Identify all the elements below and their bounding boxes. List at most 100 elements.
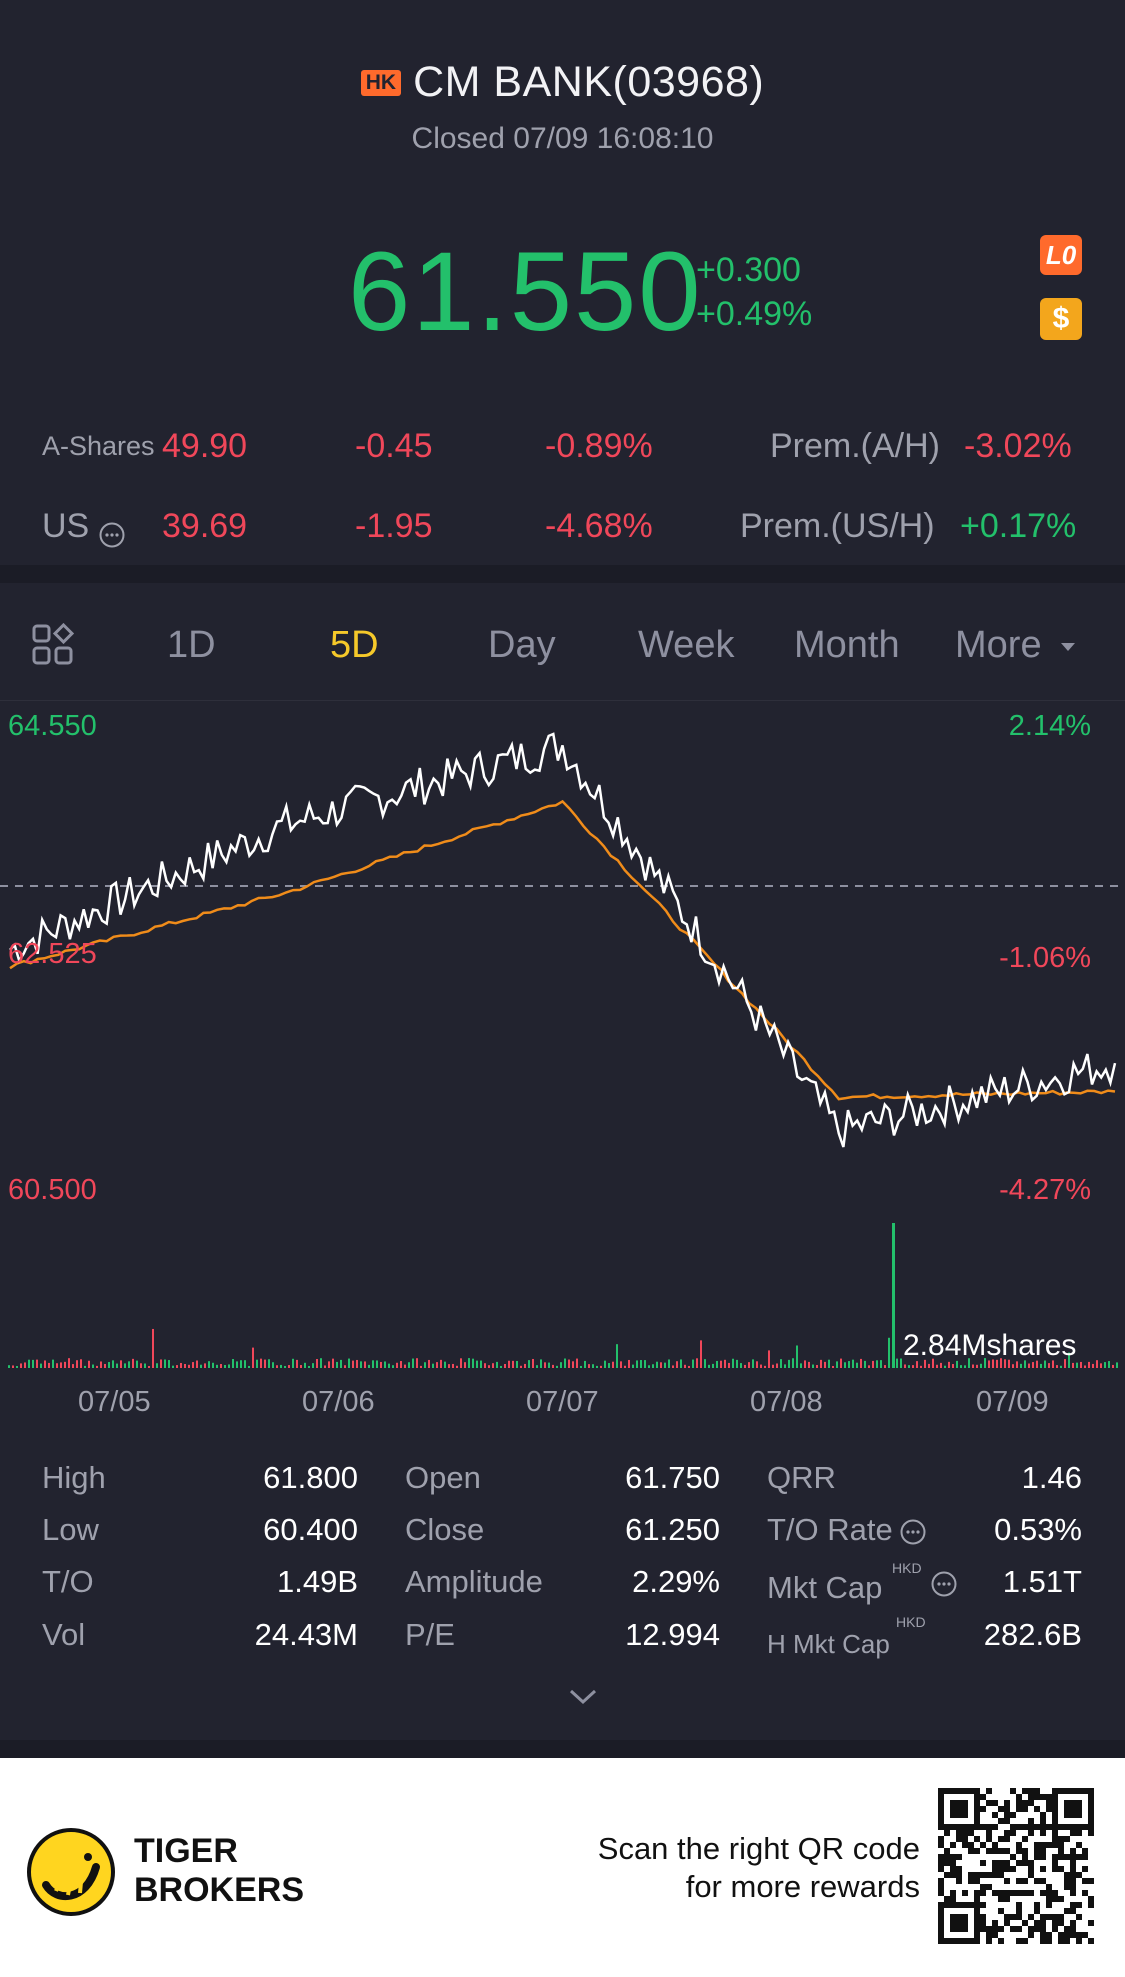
more-info-icon[interactable]	[98, 513, 126, 563]
header-title-row: HK CM BANK(03968)	[0, 58, 1125, 107]
volume-bar	[328, 1361, 330, 1368]
pct-axis-low: -4.27%	[999, 1174, 1091, 1206]
volume-bar	[748, 1362, 750, 1368]
volume-bar	[24, 1362, 26, 1368]
volume-bar	[500, 1365, 502, 1368]
volume-bar	[420, 1365, 422, 1368]
us-change: -1.95	[355, 507, 433, 545]
tab-more-label: More	[955, 624, 1042, 666]
stat-high-value: 61.800	[263, 1460, 358, 1495]
mkt-cap-info-icon[interactable]	[930, 1568, 958, 1608]
tab-day[interactable]: Day	[488, 624, 556, 666]
volume-bar	[828, 1359, 830, 1368]
volume-bar	[148, 1365, 150, 1368]
us-row[interactable]: US 39.69 -1.95 -4.68% Prem.(US/H) +0.17%	[0, 501, 1125, 551]
expand-chevron-icon[interactable]	[566, 1686, 600, 1713]
volume-bar	[732, 1358, 734, 1368]
volume-bar	[516, 1360, 518, 1368]
volume-bar	[1088, 1361, 1090, 1368]
volume-bar	[976, 1364, 978, 1368]
tab-week[interactable]: Week	[638, 624, 735, 666]
volume-bar	[192, 1362, 194, 1368]
volume-bar	[644, 1360, 646, 1368]
tab-5d[interactable]: 5D	[330, 624, 379, 666]
volume-bar	[1032, 1362, 1034, 1368]
volume-bar	[1080, 1361, 1082, 1368]
section-divider	[0, 565, 1125, 583]
volume-bar	[920, 1365, 922, 1368]
volume-bar	[548, 1362, 550, 1368]
stock-title[interactable]: CM BANK(03968)	[413, 58, 765, 106]
volume-bar	[932, 1358, 934, 1368]
volume-bar	[188, 1364, 190, 1368]
volume-bar	[944, 1365, 946, 1368]
volume-bar	[996, 1359, 998, 1368]
volume-bar	[540, 1359, 542, 1368]
tab-1d[interactable]: 1D	[167, 624, 216, 666]
volume-bar	[672, 1365, 674, 1368]
volume-bar	[100, 1361, 102, 1368]
intraday-chart[interactable]: 64.550 2.14% 62.525 -1.06% 60.500 -4.27%…	[0, 700, 1125, 1400]
level-badge[interactable]: L0	[1040, 235, 1082, 275]
period-tabs: 1D 5D Day Week Month More	[0, 610, 1125, 680]
volume-bar	[876, 1360, 878, 1368]
volume-bar	[284, 1365, 286, 1368]
volume-bar	[888, 1337, 890, 1368]
volume-bar	[544, 1362, 546, 1368]
stat-volume-value: 24.43M	[254, 1617, 358, 1652]
volume-bar	[968, 1358, 970, 1368]
volume-bar	[412, 1358, 414, 1368]
volume-bar	[908, 1365, 910, 1368]
pct-axis-high: 2.14%	[1008, 710, 1091, 742]
volume-bar	[332, 1358, 334, 1368]
volume-bar	[1072, 1362, 1074, 1368]
volume-bar	[124, 1363, 126, 1368]
a-shares-row[interactable]: A-Shares 49.90 -0.45 -0.89% Prem.(A/H) -…	[0, 421, 1125, 471]
volume-bar	[128, 1361, 130, 1368]
a-shares-label: A-Shares	[42, 431, 155, 461]
volume-bar	[12, 1365, 14, 1368]
volume-bar	[336, 1361, 338, 1368]
stat-open-label: Open	[405, 1460, 481, 1495]
tab-more[interactable]: More	[955, 620, 1078, 670]
dollar-badge[interactable]: $	[1040, 298, 1082, 340]
volume-bar	[1064, 1359, 1066, 1368]
volume-bar	[780, 1359, 782, 1368]
y-axis-low: 60.500	[8, 1174, 97, 1206]
layout-grid-icon[interactable]	[30, 622, 76, 681]
to-rate-info-icon[interactable]	[899, 1516, 927, 1556]
volume-bar	[852, 1359, 854, 1368]
mkt-cap-currency: HKD	[892, 1560, 922, 1576]
volume-bar	[804, 1360, 806, 1368]
volume-bar	[736, 1359, 738, 1368]
stat-h-mkt-cap-label: H Mkt Cap	[767, 1629, 890, 1659]
prem-ah-label: Prem.(A/H)	[770, 427, 940, 465]
stat-open-value: 61.750	[625, 1460, 720, 1495]
volume-bar	[268, 1359, 270, 1368]
volume-bar	[1012, 1364, 1014, 1368]
volume-bar	[600, 1365, 602, 1368]
market-status: Closed 07/09 16:08:10	[411, 122, 714, 155]
volume-bar	[696, 1358, 698, 1368]
volume-bar	[808, 1361, 810, 1368]
volume-bar	[796, 1345, 798, 1368]
stat-mkt-cap-label: Mkt Cap	[767, 1570, 883, 1605]
volume-bar	[68, 1358, 70, 1368]
volume-bar	[664, 1362, 666, 1368]
brand-line-2: BROKERS	[134, 1871, 305, 1909]
volume-bar	[772, 1364, 774, 1368]
volume-bar	[1000, 1358, 1002, 1368]
volume-bar	[848, 1361, 850, 1368]
volume-bar	[572, 1361, 574, 1368]
volume-bar	[856, 1362, 858, 1368]
volume-bar	[96, 1365, 98, 1368]
volume-bar	[92, 1364, 94, 1368]
volume-bar	[832, 1365, 834, 1368]
volume-bar	[236, 1361, 238, 1368]
volume-bar	[408, 1362, 410, 1368]
qr-code[interactable]	[938, 1788, 1094, 1949]
volume-bar	[340, 1359, 342, 1368]
volume-bar	[456, 1365, 458, 1368]
volume-bar	[1112, 1364, 1114, 1368]
tab-month[interactable]: Month	[794, 624, 900, 666]
